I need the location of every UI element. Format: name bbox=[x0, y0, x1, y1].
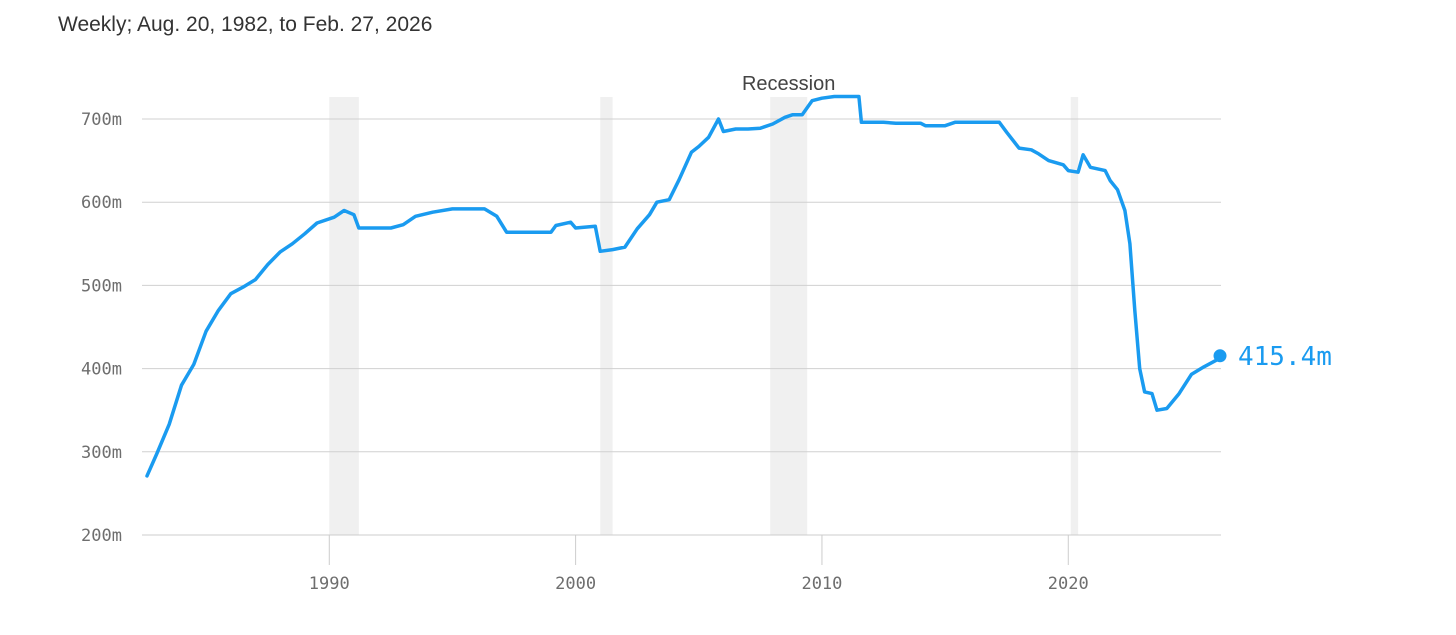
x-tick-label: 2010 bbox=[801, 574, 842, 594]
recession-band bbox=[1070, 97, 1079, 535]
series-line bbox=[145, 94, 1222, 478]
recession-band bbox=[329, 97, 359, 535]
recession-band bbox=[600, 97, 613, 535]
y-tick-label: 400m bbox=[81, 360, 122, 380]
x-tick-label: 2020 bbox=[1048, 574, 1089, 594]
y-tick-label: 500m bbox=[81, 276, 122, 296]
end-point-marker bbox=[1213, 349, 1227, 363]
y-tick-label: 200m bbox=[81, 526, 122, 546]
recession-label: Recession bbox=[742, 73, 835, 95]
y-tick-label: 600m bbox=[81, 193, 122, 213]
x-tick-label: 2000 bbox=[555, 574, 596, 594]
y-axis-ticks: 200m 300m 400m 500m 600m 700m bbox=[81, 110, 122, 546]
x-tick-label: 1990 bbox=[309, 574, 350, 594]
chart-subtitle: Weekly; Aug. 20, 1982, to Feb. 27, 2026 bbox=[58, 13, 433, 36]
y-tick-label: 300m bbox=[81, 443, 122, 463]
y-tick-label: 700m bbox=[81, 110, 122, 130]
gridlines bbox=[142, 118, 1221, 536]
end-value-label: 415.4m bbox=[1238, 342, 1332, 372]
recession-band bbox=[770, 97, 808, 535]
recession-shading bbox=[329, 97, 1079, 535]
x-axis-ticks: 1990 2000 2010 2020 bbox=[309, 535, 1089, 594]
